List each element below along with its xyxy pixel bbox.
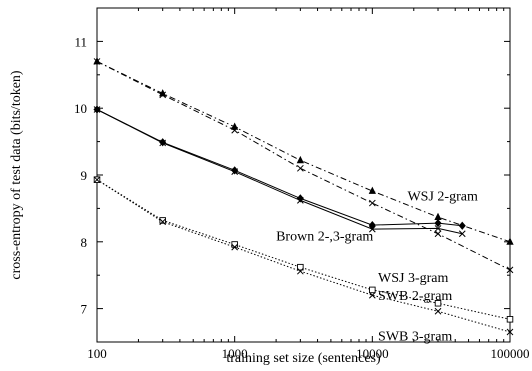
y-axis-label: cross-entropy of test data (bits/token) xyxy=(9,70,24,280)
data-point-wsj-3-gram xyxy=(434,230,442,238)
data-point-swb-2-gram xyxy=(231,241,238,248)
data-point-wsj-3-gram xyxy=(368,199,376,207)
data-point-wsj-2-gram xyxy=(506,237,514,245)
data-point-wsj-3-gram xyxy=(93,58,101,65)
data-point-swb-3-gram xyxy=(296,267,304,275)
data-point-wsj-3-gram xyxy=(506,266,514,274)
series-label-swb-2-gram: SWB 2-gram xyxy=(378,289,452,304)
data-point-brown-3-gram xyxy=(368,225,376,233)
series-line-brown-3-gram xyxy=(96,109,463,235)
data-point-wsj-3-gram xyxy=(231,126,239,134)
data-point-wsj-3-gram xyxy=(159,91,167,99)
series-label-swb-3-gram: SWB 3-gram xyxy=(378,330,452,345)
data-point-wsj-2-gram xyxy=(231,122,239,130)
data-point-brown-3-gram xyxy=(159,139,167,147)
x-tick-label: 100000 xyxy=(491,346,530,361)
data-point-brown-2-gram xyxy=(458,221,466,230)
data-point-wsj-2-gram xyxy=(434,212,442,220)
data-point-swb-2-gram xyxy=(297,263,304,271)
series-brown-2-gram xyxy=(93,105,466,230)
data-point-brown-3-gram xyxy=(458,230,466,238)
y-tick-label: 9 xyxy=(81,168,88,183)
x-tick-label: 1000 xyxy=(222,346,248,361)
data-point-swb-3-gram xyxy=(231,243,239,251)
data-point-brown-3-gram xyxy=(231,168,239,176)
series-line-wsj-2-gram xyxy=(96,60,511,243)
data-point-swb-3-gram xyxy=(159,218,167,226)
data-point-swb-2-gram xyxy=(434,300,442,307)
data-point-wsj-2-gram xyxy=(368,186,376,194)
axes: 100 1000 10000 100000 7 8 9 10 11 training set si… xyxy=(9,7,530,366)
data-point-brown-3-gram xyxy=(296,197,304,204)
series-brown-3-gram xyxy=(93,106,466,238)
y-tick-label: 7 xyxy=(81,302,88,317)
data-point-wsj-2-gram xyxy=(296,155,304,164)
data-point-swb-3-gram xyxy=(434,307,442,315)
x-axis-label: training set size (sentences) xyxy=(226,351,381,366)
data-point-swb-3-gram xyxy=(368,291,376,299)
data-point-brown-2-gram xyxy=(434,218,442,228)
data-point-brown-3-gram xyxy=(93,106,101,113)
data-point-swb-2-gram xyxy=(369,286,376,294)
data-point-swb-3-gram xyxy=(93,176,101,184)
series-swb-3-gram xyxy=(93,176,514,336)
data-point-wsj-3-gram xyxy=(296,164,304,172)
data-point-brown-3-gram xyxy=(434,225,442,232)
y-tick-label: 10 xyxy=(74,101,87,116)
annotation-layer: WSJ 2-gram Brown 2-,3-gram WSJ 3-gram SWB 2… xyxy=(276,189,478,344)
series-layer xyxy=(93,57,514,336)
data-point-swb-3-gram xyxy=(506,328,514,336)
y-tick-label: 11 xyxy=(74,34,87,49)
series-wsj-3-gram xyxy=(93,58,514,274)
x-tick-label: 100 xyxy=(87,346,107,361)
series-label-brown-2-3-gram: Brown 2-,3-gram xyxy=(276,229,373,244)
series-label-wsj-3-gram: WSJ 3-gram xyxy=(378,271,448,286)
data-point-swb-2-gram xyxy=(506,316,514,323)
x-tick-label: 10000 xyxy=(356,346,389,361)
series-label-wsj-2-gram: WSJ 2-gram xyxy=(407,189,477,204)
y-tick-label: 8 xyxy=(81,235,88,250)
series-line-brown-2-gram xyxy=(96,109,463,227)
